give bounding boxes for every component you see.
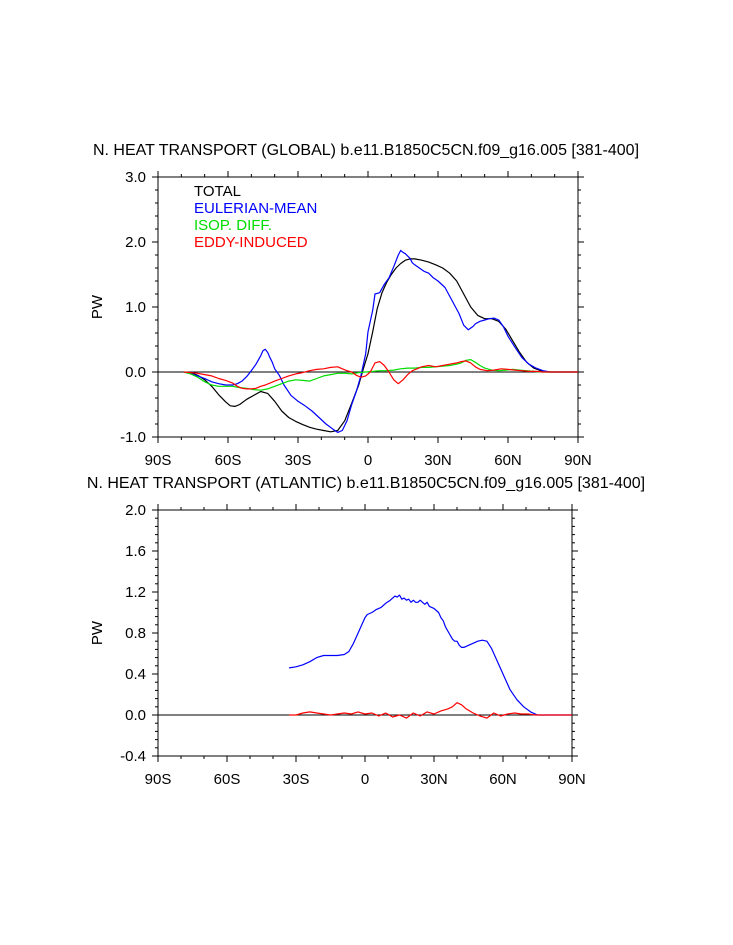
chart-title: N. HEAT TRANSPORT (GLOBAL) b.e11.B1850C5… (93, 142, 639, 159)
chart-1: N. HEAT TRANSPORT (GLOBAL) b.e11.B1850C5… (89, 142, 639, 469)
y-tick-label: 0.0 (125, 364, 146, 381)
x-tick-label: 60N (489, 771, 517, 788)
legend-entry: EULERIAN-MEAN (194, 200, 317, 217)
y-axis-label: PW (89, 294, 106, 319)
y-axis-label: PW (89, 620, 106, 645)
legend-entry: EDDY-INDUCED (194, 234, 308, 251)
series-line-total (183, 258, 578, 433)
y-tick-label: -0.4 (120, 748, 146, 765)
plot-frame (157, 509, 573, 757)
x-tick-label: 0 (361, 771, 369, 788)
x-tick-label: 30S (285, 452, 312, 469)
x-tick-label: 30N (424, 452, 452, 469)
y-tick-label: 1.6 (125, 543, 146, 560)
y-tick-label: 0.8 (125, 625, 146, 642)
series-line-eddy-induced (183, 360, 578, 390)
y-tick-label: 2.0 (125, 234, 146, 251)
x-tick-label: 60S (214, 771, 241, 788)
series-line-isop-diff (183, 359, 578, 391)
x-tick-label: 90S (145, 771, 172, 788)
x-tick-label: 60S (215, 452, 242, 469)
chart-2: N. HEAT TRANSPORT (ATLANTIC) b.e11.B1850… (87, 475, 645, 788)
series-line-eddy-induced (289, 702, 572, 719)
series-line-eulerian-mean (183, 249, 578, 433)
chart-title: N. HEAT TRANSPORT (ATLANTIC) b.e11.B1850… (87, 475, 645, 492)
y-tick-label: 1.0 (125, 299, 146, 316)
x-tick-label: 60N (494, 452, 522, 469)
y-tick-label: 0.0 (125, 707, 146, 724)
series-line-eulerian-mean (289, 594, 572, 716)
y-tick-label: 1.2 (125, 584, 146, 601)
x-tick-label: 90S (145, 452, 172, 469)
y-tick-label: -1.0 (120, 429, 146, 446)
y-tick-label: 0.4 (125, 666, 146, 683)
y-tick-label: 2.0 (125, 502, 146, 519)
x-tick-label: 0 (364, 452, 372, 469)
x-tick-label: 90N (564, 452, 592, 469)
x-tick-label: 30N (420, 771, 448, 788)
x-tick-label: 90N (558, 771, 586, 788)
x-tick-label: 30S (283, 771, 310, 788)
y-tick-label: 3.0 (125, 169, 146, 186)
legend-entry: ISOP. DIFF. (194, 217, 272, 234)
legend-entry: TOTAL (194, 183, 241, 200)
